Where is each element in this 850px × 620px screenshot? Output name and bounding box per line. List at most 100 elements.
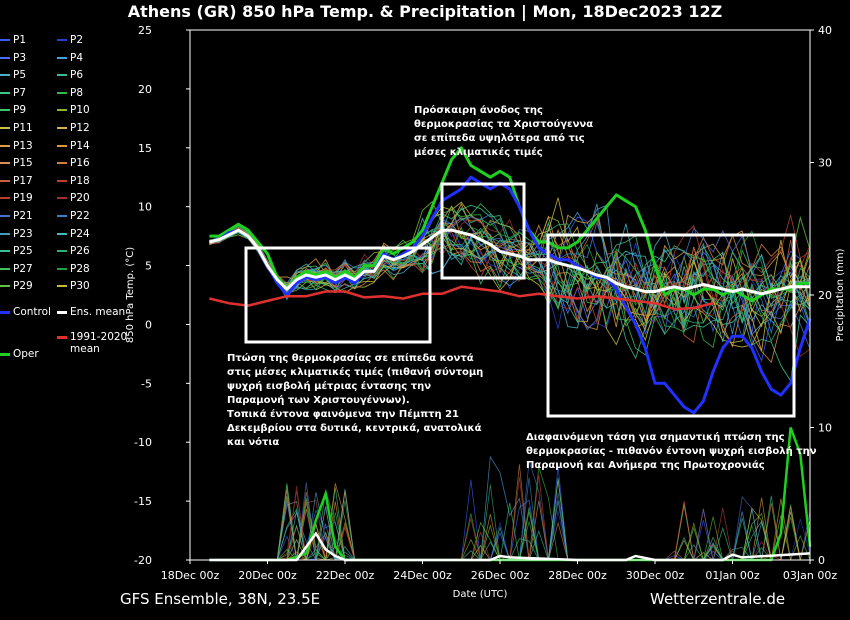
ensemble-precip-p30: [209, 507, 811, 561]
legend-item-p25: P25: [0, 245, 33, 257]
legend-swatch: [0, 109, 10, 112]
y-tick-label: 10: [138, 201, 152, 214]
ensemble-line-p12: [209, 212, 811, 352]
ensemble-line-p25: [209, 226, 811, 333]
annotation-line: Παραμονή των Χριστουγέννων).: [227, 395, 410, 406]
x-tick-label: 01Jan 00z: [705, 569, 759, 582]
annotation-line: Δεκεμβρίου στα δυτικά, κεντρικά, ανατολι…: [227, 423, 482, 434]
legend-item-p24: P24: [57, 228, 90, 240]
x-tick-label: 20Dec 00z: [238, 569, 297, 582]
box-new-year: [546, 233, 796, 418]
ensemble-precip-p26: [209, 483, 810, 561]
legend-item-p8: P8: [57, 87, 83, 99]
legend-swatch: [57, 267, 67, 270]
x-tick-label: 22Dec 00z: [316, 569, 375, 582]
ensemble-line-p30: [209, 197, 811, 348]
legend-swatch: [57, 39, 67, 41]
ensemble-precip-p18: [209, 474, 810, 561]
legend-swatch: [57, 335, 67, 339]
legend-swatch: [57, 109, 67, 112]
legend-label: P23: [13, 227, 33, 240]
series-line-ens-mean: [209, 228, 810, 296]
footer-site: Wetterzentrale.de: [650, 590, 786, 608]
ensemble-precip-p20: [209, 486, 810, 561]
series-line-oper: [209, 146, 810, 303]
legend-label: P14: [70, 139, 90, 152]
legend-label: P2: [70, 34, 84, 46]
legend-label: P19: [13, 192, 33, 205]
legend-label: Control: [13, 306, 51, 318]
ensemble-line-p21: [209, 220, 811, 350]
legend-label: P3: [13, 51, 27, 64]
annotation-line: θερμοκρασίας - πιθανόν έντονη ψυχρή εισβ…: [526, 446, 817, 457]
y-tick-label: 20: [138, 83, 152, 96]
legend-swatch: [0, 232, 10, 235]
ensemble-line-p1: [209, 216, 811, 362]
ensemble-line-p27: [209, 203, 811, 356]
legend-item-p18: P18: [57, 175, 90, 187]
legend-item-p11: P11: [0, 122, 33, 134]
ensemble-precip-p12: [209, 496, 810, 561]
ensemble-line-p28: [209, 221, 811, 324]
legend-label: P27: [13, 262, 33, 275]
x-tick-label: 18Dec 00z: [161, 569, 220, 582]
ensemble-line-p24: [209, 230, 811, 343]
legend-swatch: [0, 250, 10, 253]
ensemble-precip-p17: [209, 524, 810, 561]
ensemble-precip-p23: [209, 492, 810, 561]
ensemble-precip-p16: [209, 464, 810, 561]
legend-swatch: [57, 91, 67, 94]
annotation-christmas-eve: Πτώση της θερμοκρασίας σε επίπεδα κοντά σ…: [227, 352, 483, 450]
ensemble-line-p18: [209, 224, 811, 324]
legend-swatch: [0, 162, 10, 165]
legend-label: P20: [70, 192, 90, 205]
ensemble-line-p17: [209, 217, 811, 344]
ensemble-line-p26: [209, 222, 811, 343]
legend-swatch: [0, 285, 10, 288]
legend-item-p5: P5: [0, 69, 26, 81]
legend-item-p23: P23: [0, 228, 33, 240]
legend-label: 1991-2020 mean: [70, 331, 128, 355]
legend-item-control: Control: [0, 306, 51, 318]
ensemble-precip-p21: [209, 460, 811, 561]
series-line-1991-2020-mean: [209, 285, 714, 311]
ensemble-precip-p11: [209, 479, 810, 561]
ensemble-line-p6: [209, 207, 811, 360]
annotation-line: Πρόσκαιρη άνοδος της: [414, 105, 543, 116]
legend-label: P18: [70, 174, 90, 187]
ensemble-precip-p8: [209, 466, 810, 561]
legend-item-p17: P17: [0, 175, 33, 187]
legend-swatch: [0, 91, 10, 94]
legend-label: P13: [13, 139, 33, 152]
legend-item-p2: P2: [57, 34, 83, 46]
y2-tick-label: 10: [818, 422, 832, 435]
ensemble-precip-p28: [209, 524, 810, 561]
ensemble-precip-p3: [209, 499, 810, 562]
annotation-line: μέσες κλιματικές τιμές: [414, 147, 543, 158]
annotation-line: Παραμονή και Ανήμερα της Πρωτοχρονιάς: [526, 460, 765, 471]
legend-label: P4: [70, 51, 84, 64]
legend-swatch: [57, 179, 67, 182]
legend-item-p29: P29: [0, 280, 33, 292]
ensemble-precip-p6: [209, 488, 810, 561]
legend-label: P8: [70, 86, 84, 99]
legend-label: P9: [13, 104, 27, 117]
annotation-line: και νότια: [227, 437, 280, 448]
legend-item-p7: P7: [0, 87, 26, 99]
legend-swatch: [57, 215, 67, 217]
annotation-new-year: Διαφαινόμενη τάση για σημαντική πτώση τη…: [526, 431, 817, 473]
footer-model-info: GFS Ensemble, 38N, 23.5E: [120, 590, 321, 608]
y-tick-label: -20: [134, 554, 152, 567]
annotation-line: θερμοκρασίας τα Χριστούγεννα: [414, 119, 594, 130]
legend-label: P30: [70, 280, 90, 293]
x-tick-label: 26Dec 00z: [471, 569, 530, 582]
legend-swatch: [57, 127, 67, 129]
legend-item-p26: P26: [57, 245, 90, 257]
ensemble-precip-p10: [209, 484, 810, 562]
legend-item-p9: P9: [0, 104, 26, 116]
legend-item-ens-mean: Ens. mean: [57, 306, 125, 318]
ensemble-precip-p9: [209, 487, 810, 561]
ensemble-line-p11: [209, 201, 811, 346]
ensemble-precip-p7: [209, 495, 810, 561]
legend-label: P28: [70, 262, 90, 275]
